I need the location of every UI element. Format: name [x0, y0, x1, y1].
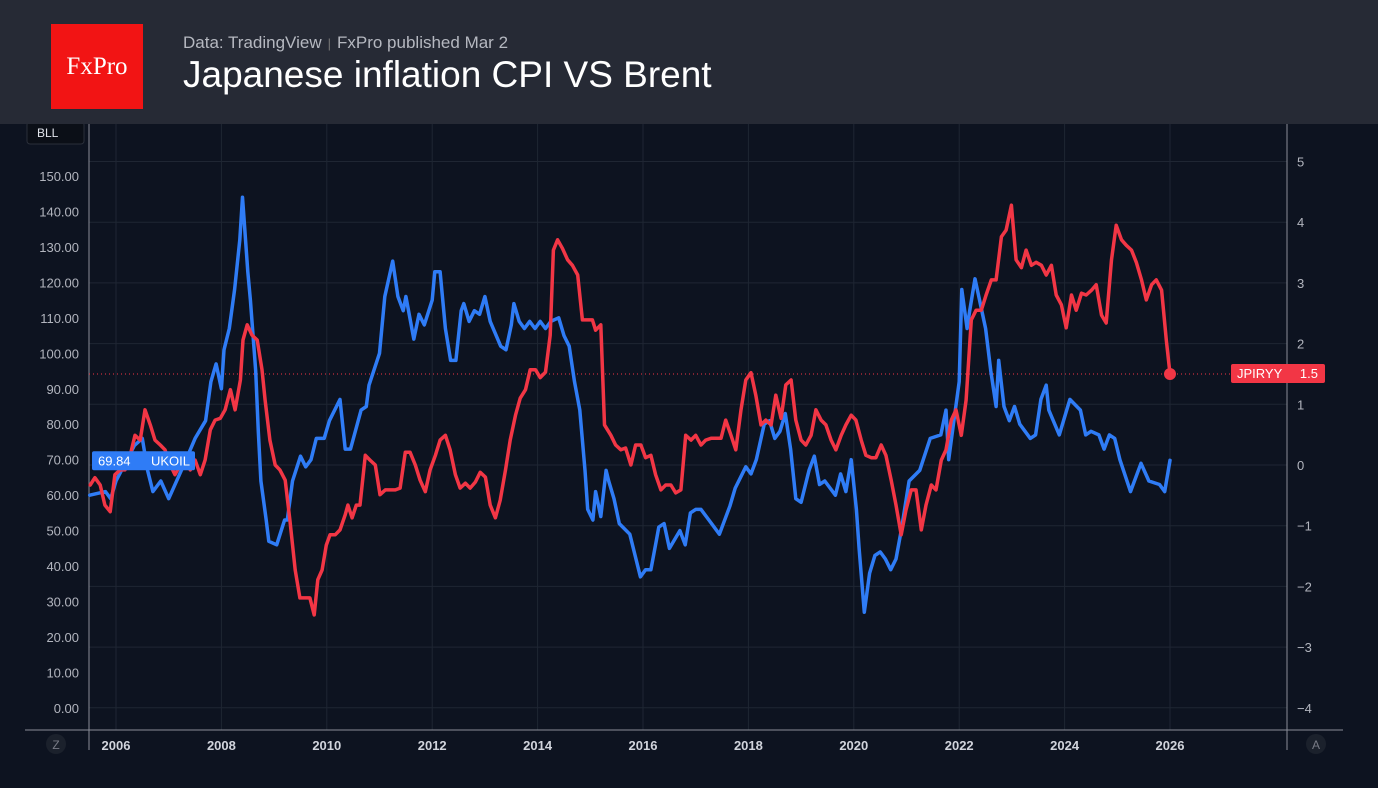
x-axis-tick-label: 2008: [207, 738, 236, 753]
unit-label-box: [26, 124, 85, 145]
chart[interactable]: 5 4 3 2 1 0 −1 −2 −3 −4 2006 2008 2010 2012 2014 2016 20…: [0, 124, 1378, 788]
ukoil-badge-value: 69.84: [98, 453, 131, 468]
left-axis-tick-label: 70.00: [46, 453, 79, 468]
auto-scale-a-button[interactable]: [1306, 734, 1326, 754]
left-axis-tick-label: 130.00: [39, 240, 79, 255]
left-axis-tick-label: 100.00: [39, 346, 79, 361]
left-axis-tick-label: 90.00: [46, 382, 79, 397]
x-axis-tick-label: 2014: [523, 738, 553, 753]
a-button-label: A: [1312, 738, 1320, 752]
fxpro-logo: FxPro: [51, 24, 143, 109]
left-axis-tick-label: 60.00: [46, 488, 79, 503]
jpiryy-badge-name: JPIRYY: [1237, 366, 1283, 381]
left-axis-tick-label: 110.00: [40, 311, 79, 326]
left-axis-tick-label: 20.00: [46, 630, 79, 645]
header: FxPro Data: TradingView | FxPro published …: [0, 0, 1378, 124]
right-axis-tick-label: −2: [1297, 579, 1312, 594]
x-axis-tick-label: 2012: [418, 738, 447, 753]
auto-scale-z-button[interactable]: [46, 734, 66, 754]
ukoil-badge: [92, 451, 195, 471]
right-axis-tick-label: 5: [1297, 155, 1304, 170]
right-axis-tick-label: 0: [1297, 458, 1304, 473]
x-axis-tick-label: 2026: [1156, 738, 1185, 753]
right-axis-tick-label: 1: [1297, 397, 1304, 412]
right-axis-tick-label: −1: [1297, 519, 1312, 534]
series-line-ukoil[interactable]: [87, 195, 1172, 614]
x-axis-tick-label: 2016: [629, 738, 658, 753]
left-axis-tick-label: 50.00: [46, 524, 79, 539]
separator: |: [327, 36, 331, 51]
last-point-marker: [1164, 367, 1176, 380]
left-axis-tick-label: 120.00: [39, 275, 79, 290]
left-axis-tick-label: 10.00: [46, 666, 79, 681]
data-source: Data: TradingView: [183, 33, 322, 52]
left-axis-unit-label: BLL: [37, 126, 59, 140]
left-axis-tick-label: 30.00: [46, 595, 79, 610]
jpiryy-badge: [1231, 364, 1325, 383]
right-axis-tick-label: −4: [1297, 701, 1312, 716]
left-axis-tick-label: 150.00: [39, 169, 79, 184]
right-axis-tick-label: 3: [1297, 276, 1304, 291]
x-axis-tick-label: 2020: [839, 738, 868, 753]
left-axis-tick-label: 80.00: [46, 417, 79, 432]
x-axis-tick-label: 2010: [312, 738, 341, 753]
right-axis-tick-label: −3: [1297, 640, 1312, 655]
publisher: FxPro published Mar 2: [337, 33, 509, 52]
left-axis-tick-label: 140.00: [39, 204, 79, 219]
right-axis-tick-label: 2: [1297, 337, 1304, 352]
ukoil-badge-name: UKOIL: [151, 453, 190, 468]
left-axis-tick-label: 0.00: [54, 701, 79, 716]
subtitle: Data: TradingView | FxPro published Mar 2: [183, 33, 508, 53]
left-axis-tick-label: 40.00: [46, 559, 79, 574]
jpiryy-badge-value: 1.5: [1300, 366, 1318, 381]
x-axis-tick-label: 2006: [102, 738, 131, 753]
chart-background: [0, 124, 1378, 788]
x-axis-tick-label: 2022: [945, 738, 974, 753]
logo-text: FxPro: [66, 52, 128, 80]
z-button-label: Z: [52, 738, 59, 752]
series-line-jpiryy[interactable]: [88, 203, 1172, 617]
page-title: Japanese inflation CPI VS Brent: [183, 54, 712, 95]
x-axis-tick-label: 2024: [1050, 738, 1080, 753]
right-axis-tick-label: 4: [1297, 215, 1304, 230]
x-axis-tick-label: 2018: [734, 738, 763, 753]
